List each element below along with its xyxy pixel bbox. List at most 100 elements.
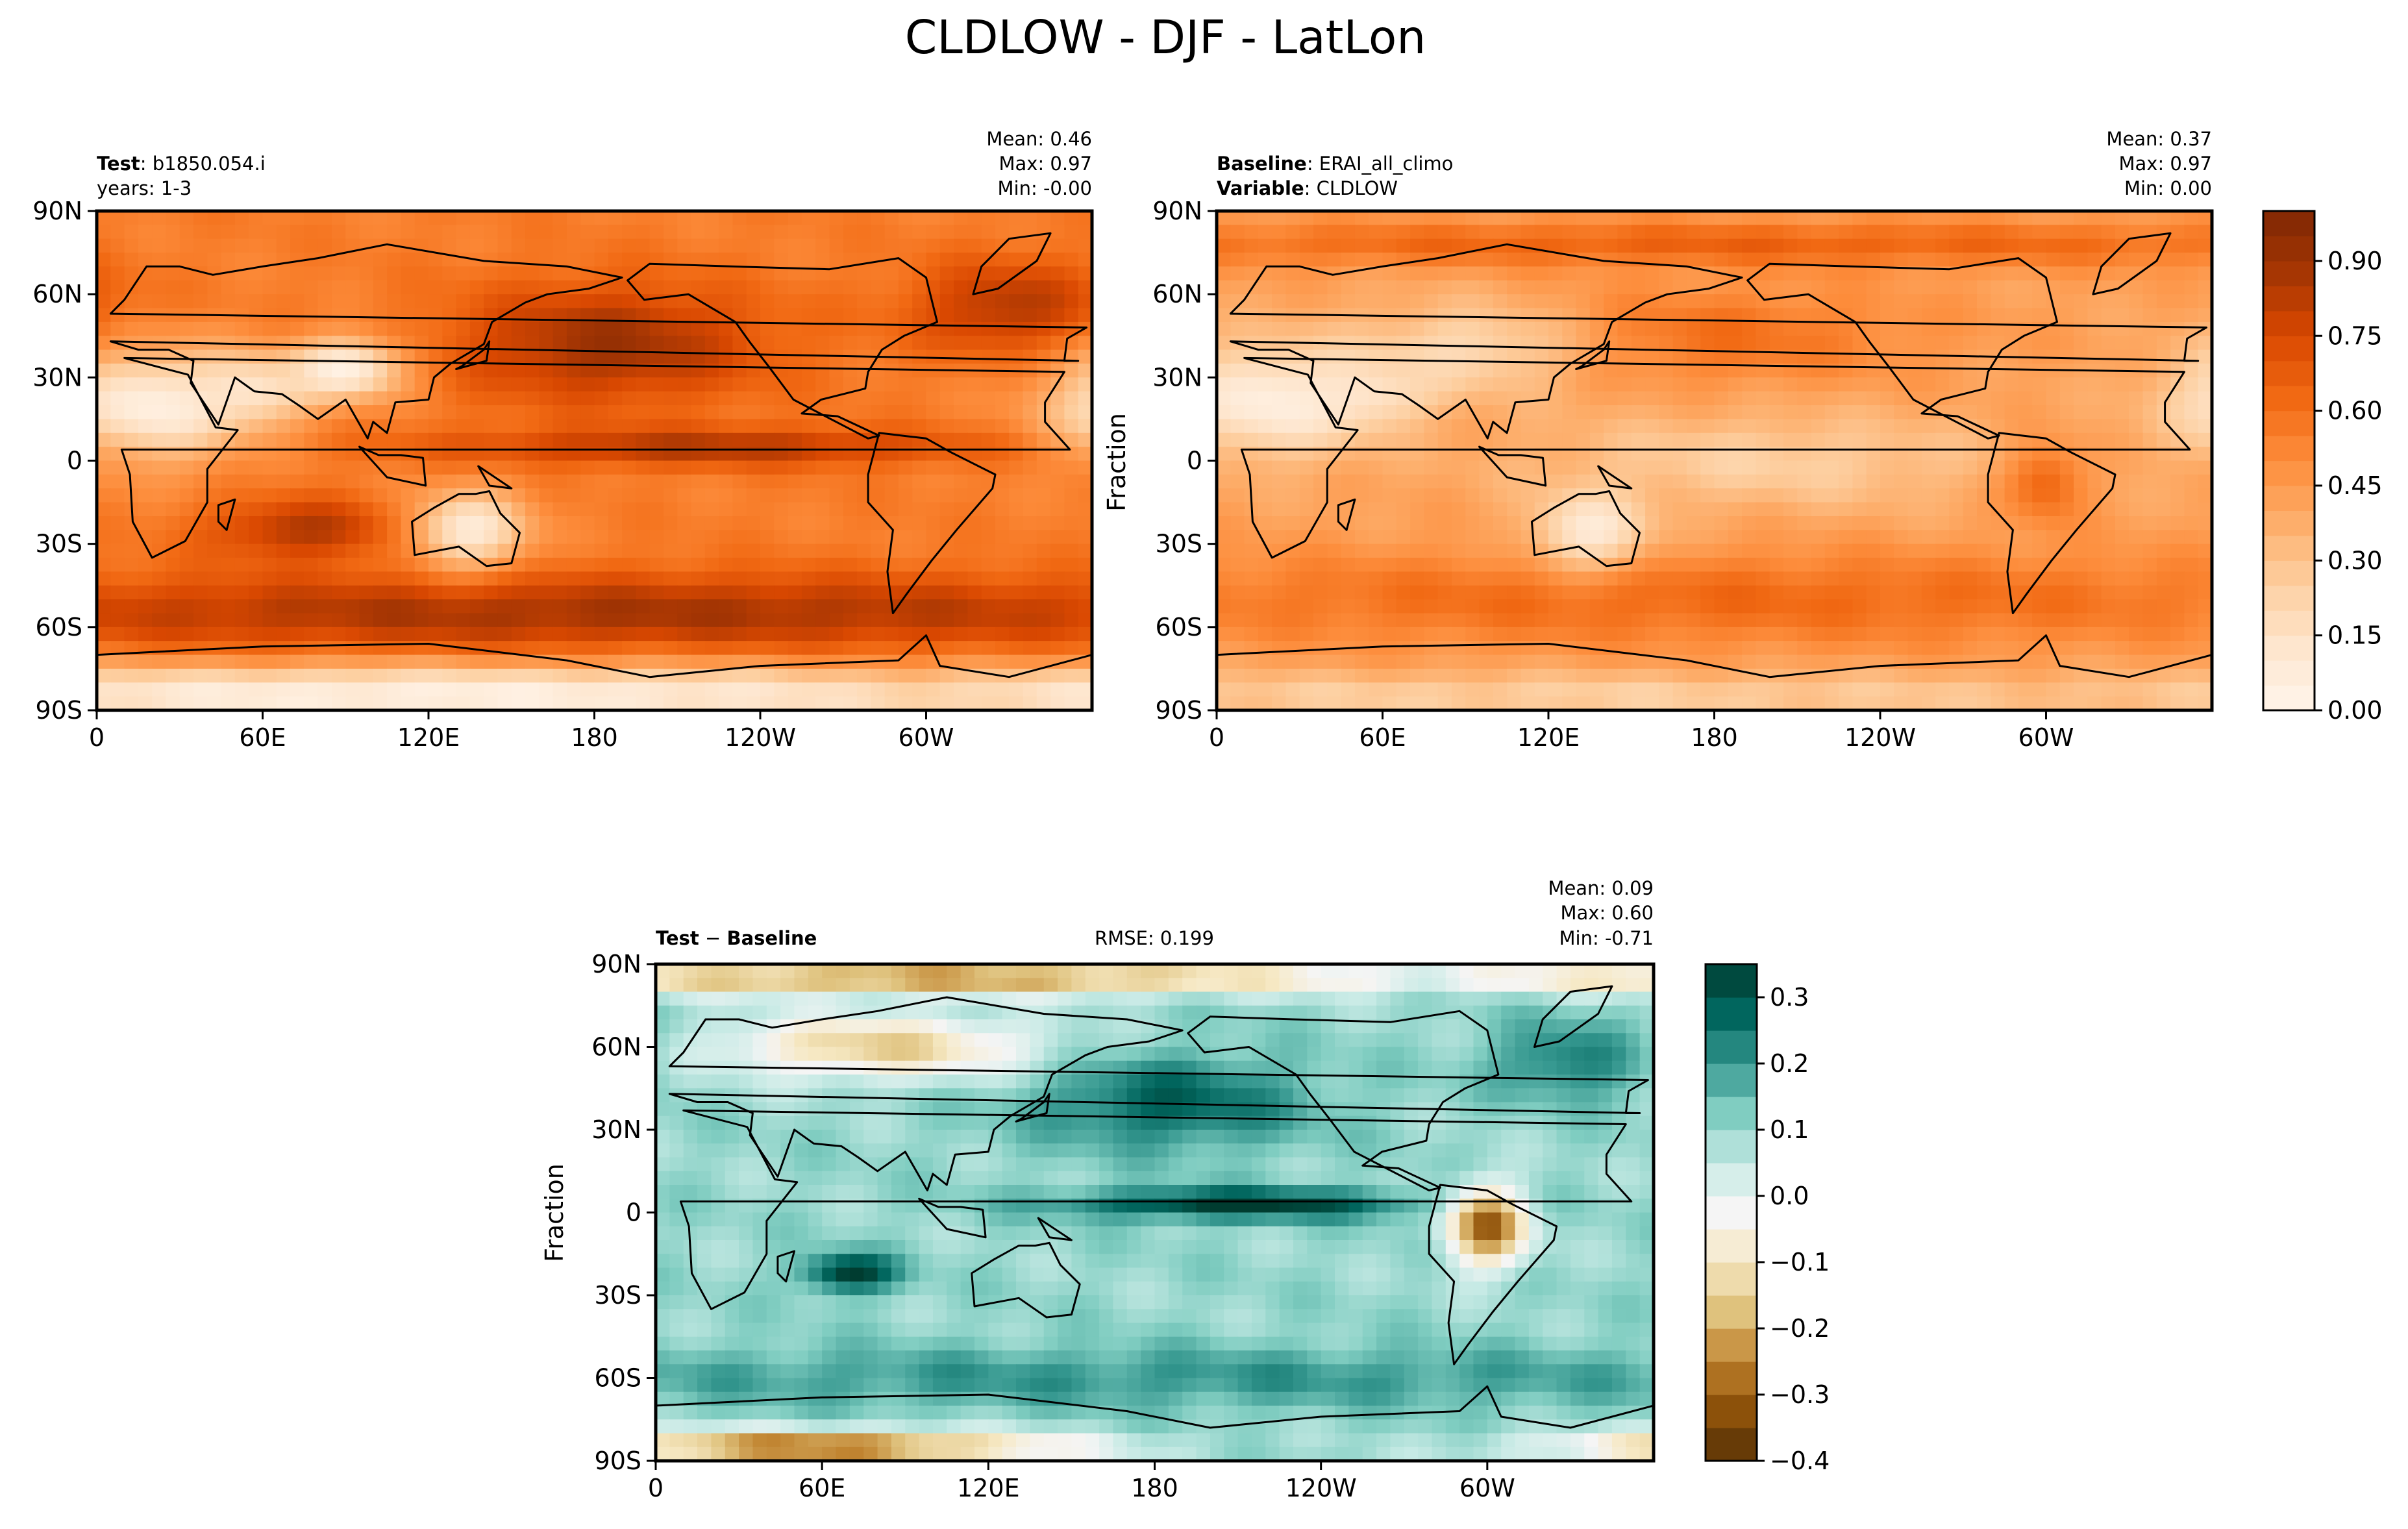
heat-cell [1437,516,1452,530]
heat-cell [1769,211,1784,225]
heat-cell [234,460,249,475]
heat-cell [1382,336,1397,351]
heat-cell [539,558,554,572]
heat-cell [815,682,830,697]
heat-cell [414,377,429,392]
heat-cell [331,627,346,641]
heat-cell [1728,627,1743,641]
heat-cell [1465,571,1480,586]
heat-cell [1217,405,1231,420]
heat-cell [2101,225,2116,240]
heat-cell [760,558,775,572]
heat-cell [788,336,802,351]
heat-cell [1756,377,1770,392]
heat-cell [2087,225,2102,240]
heat-cell [1507,308,1522,323]
heat-cell [1217,474,1231,489]
heat-cell [663,585,678,600]
heat-cell [1534,211,1549,225]
heat-cell [1756,530,1770,545]
heat-cell [1437,654,1452,669]
heat-cell [677,599,692,614]
heat-cell [262,321,277,336]
heat-cell [1839,585,1854,600]
heat-cell [1479,627,1494,641]
heat-cell [290,627,304,641]
heat-cell [926,516,941,530]
heat-cell [1410,543,1424,558]
heat-cell [594,543,609,558]
heat-cell [234,405,249,420]
heat-cell [1824,419,1839,434]
heat-cell [304,696,319,710]
heat-cell [815,474,830,489]
heat-cell [636,419,651,434]
heat-cell [884,280,899,295]
heat-cell [1036,253,1051,267]
heat-cell [1921,349,1936,364]
heat-cell [179,253,194,267]
heat-cell [2170,308,2185,323]
heat-cell [359,654,374,669]
heat-cell [1659,432,1674,447]
heat-cell [152,419,167,434]
heat-cell [1023,488,1037,503]
heat-cell [1811,543,1826,558]
heat-cell [774,238,789,253]
heat-cell [262,363,277,378]
heat-cell [1036,391,1051,406]
heat-cell [1686,238,1701,253]
heat-cell [1562,266,1577,281]
heat-cell [2074,321,2088,336]
heat-cell [1493,474,1508,489]
heat-cell [1327,238,1342,253]
heat-cell [1009,571,1024,586]
heat-cell [1479,641,1494,656]
heat-cell [1341,253,1356,267]
heat-cell [1534,585,1549,600]
test-max: Max: 0.97 [999,153,1092,175]
heat-cell [1521,405,1535,420]
heat-cell [1963,225,1978,240]
heat-cell [2004,266,2019,281]
heat-cell [1866,571,1881,586]
heat-cell [732,543,747,558]
heat-cell [967,571,982,586]
heat-cell [166,391,180,406]
heat-cell [359,349,374,364]
heat-cell [1756,474,1770,489]
heat-cell [1230,349,1245,364]
heat-cell [1672,474,1687,489]
heat-cell [359,308,374,323]
heat-cell [1548,321,1563,336]
heat-cell [1479,225,1494,240]
heat-cell [677,516,692,530]
heat-cell [2032,516,2047,530]
heat-cell [110,321,125,336]
heat-cell [2184,405,2199,420]
heat-cell [497,321,512,336]
heat-cell [1700,460,1715,475]
heat-cell [981,460,996,475]
heat-cell [2018,280,2033,295]
heat-cell [2032,585,2047,600]
heat-cell [580,294,595,309]
heat-cell [636,654,651,669]
heat-cell [1728,613,1743,628]
heat-cell [622,308,636,323]
heat-cell [2156,336,2171,351]
heat-cell [801,613,816,628]
test-min: Min: -0.00 [998,177,1092,199]
heat-cell [373,599,388,614]
heat-cell [995,349,1010,364]
heat-cell [1714,502,1729,517]
heat-cell [428,349,443,364]
heat-cell [1728,516,1743,530]
heat-cell [97,530,111,545]
heat-cell [1313,641,1328,656]
heat-cell [746,253,761,267]
heat-cell [1894,599,1909,614]
heat-cell [1272,654,1287,669]
heat-cell [939,502,954,517]
heat-cell [179,488,194,503]
